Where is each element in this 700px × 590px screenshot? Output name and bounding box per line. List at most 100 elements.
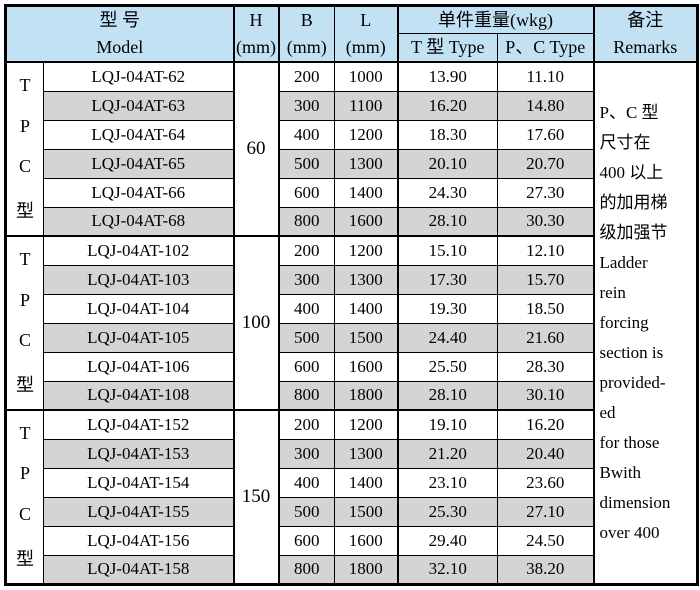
pc-cell: 27.30 (497, 177, 594, 208)
table-row: LQJ-04AT-104 400 1400 19.30 18.50 (6, 293, 698, 324)
header-remarks-en: Remarks (613, 37, 678, 57)
t-cell: 19.30 (396, 293, 498, 324)
header-row-2: T 型 Type P、C Type (6, 33, 698, 64)
t-cell: 25.30 (396, 496, 498, 527)
table-row: T P C 型 LQJ-04AT-102 100 200 1200 15.10 12.10 (5, 235, 698, 411)
remarks-line: provided- (599, 372, 666, 392)
spec-table: 型 号 Model H (mm) B (mm) L (mm) 单件重量(wkg) (4, 4, 699, 586)
group-type-char: P (19, 463, 30, 484)
l-cell: 1800 (334, 380, 398, 411)
model-cell: LQJ-04AT-103 (43, 264, 234, 295)
header-unit-weight: 单件重量(wkg) (396, 4, 594, 35)
group-type-char: P (19, 115, 30, 136)
l-cell: 1200 (334, 119, 398, 150)
remarks-line: 400 以上 (599, 162, 664, 182)
remarks-line: P、C 型 (599, 102, 659, 122)
pc-cell: 21.60 (497, 322, 594, 353)
header-h-symbol: H (249, 10, 263, 30)
pc-cell: 23.60 (497, 467, 594, 498)
header-h-unit: (mm) (236, 37, 276, 57)
model-cell: LQJ-04AT-65 (43, 148, 234, 179)
pc-cell: 11.10 (497, 61, 594, 92)
table-row: LQJ-04AT-106 600 1600 25.50 28.30 (6, 351, 698, 382)
table-row: LQJ-04AT-103 300 1300 17.30 15.70 (6, 264, 698, 295)
l-cell: 1400 (334, 293, 398, 324)
remarks-line: rein (599, 282, 626, 302)
b-cell: 200 (278, 409, 335, 440)
t-cell: 18.30 (396, 119, 498, 150)
table-row: LQJ-04AT-105 500 1500 24.40 21.60 (6, 322, 698, 353)
model-cell: LQJ-04AT-158 (43, 554, 234, 585)
header-row-1: 型 号 Model H (mm) B (mm) L (mm) 单件重量(wkg) (5, 4, 698, 63)
group-type-char: T (19, 248, 31, 269)
l-cell: 1100 (334, 90, 398, 121)
remarks-cell: P、C 型尺寸在 400 以上 的加用梯 级加强节 Ladder rein forcing s… (592, 61, 698, 585)
l-cell: 1300 (334, 148, 398, 179)
pc-cell: 14.80 (497, 90, 594, 121)
header-pc-type: P、C Type (497, 33, 594, 64)
group-type-char: 型 (16, 201, 34, 222)
model-cell: LQJ-04AT-108 (43, 380, 234, 411)
b-cell: 400 (278, 467, 335, 498)
b-cell: 400 (278, 293, 335, 324)
t-cell: 17.30 (396, 264, 498, 295)
header-l: L (mm) (334, 5, 398, 63)
pc-cell: 30.30 (497, 206, 594, 237)
remarks-line: section is (599, 342, 664, 362)
table-row: LQJ-04AT-68 800 1600 28.10 30.30 (6, 206, 698, 237)
remarks-line: 尺寸在 (599, 132, 651, 152)
pc-cell: 18.50 (497, 293, 594, 324)
t-cell: 29.40 (396, 525, 498, 556)
t-cell: 21.20 (396, 438, 498, 469)
pc-cell: 24.50 (497, 525, 594, 556)
table-row: LQJ-04AT-65 500 1300 20.10 20.70 (6, 148, 698, 179)
h-value-cell: 60 (232, 61, 280, 237)
l-cell: 1000 (334, 61, 398, 92)
header-b-unit: (mm) (286, 37, 327, 57)
b-cell: 300 (278, 264, 335, 295)
t-cell: 24.30 (396, 177, 498, 208)
table-row: LQJ-04AT-66 600 1400 24.30 27.30 (6, 177, 698, 208)
b-cell: 800 (278, 380, 335, 411)
group-type-char: T (19, 422, 31, 443)
table-row: LQJ-04AT-153 300 1300 21.20 20.40 (6, 438, 698, 469)
t-cell: 16.20 (396, 90, 498, 121)
l-cell: 1600 (334, 206, 398, 237)
header-model-en: Model (96, 37, 144, 57)
pc-cell: 28.30 (497, 351, 594, 382)
t-cell: 13.90 (396, 61, 498, 92)
b-cell: 300 (278, 438, 335, 469)
group-type-char: C (18, 504, 31, 525)
b-cell: 200 (278, 61, 335, 92)
table-row: T P C 型 LQJ-04AT-152 150 200 1200 19.10 16.20 (5, 409, 698, 585)
remarks-line: over 400 (599, 522, 660, 542)
t-cell: 25.50 (396, 351, 498, 382)
b-cell: 500 (278, 148, 335, 179)
l-cell: 1200 (334, 409, 398, 440)
remarks-line: 级加强节 (599, 222, 668, 242)
group-type-char: P (19, 289, 30, 310)
pc-cell: 27.10 (497, 496, 594, 527)
model-cell: LQJ-04AT-66 (43, 177, 234, 208)
header-remarks-zh: 备注 (627, 10, 664, 30)
pc-cell: 30.10 (497, 380, 594, 411)
model-cell: LQJ-04AT-154 (43, 467, 234, 498)
model-cell: LQJ-04AT-105 (43, 322, 234, 353)
t-cell: 28.10 (396, 206, 498, 237)
pc-cell: 38.20 (497, 554, 594, 585)
remarks-line: for those (599, 432, 660, 452)
l-cell: 1200 (334, 235, 398, 266)
model-cell: LQJ-04AT-68 (43, 206, 234, 237)
pc-cell: 16.20 (497, 409, 594, 440)
model-cell: LQJ-04AT-106 (43, 351, 234, 382)
l-cell: 1400 (334, 177, 398, 208)
l-cell: 1600 (334, 351, 398, 382)
l-cell: 1500 (334, 496, 398, 527)
l-cell: 1500 (334, 322, 398, 353)
remarks-line: Ladder (599, 252, 648, 272)
